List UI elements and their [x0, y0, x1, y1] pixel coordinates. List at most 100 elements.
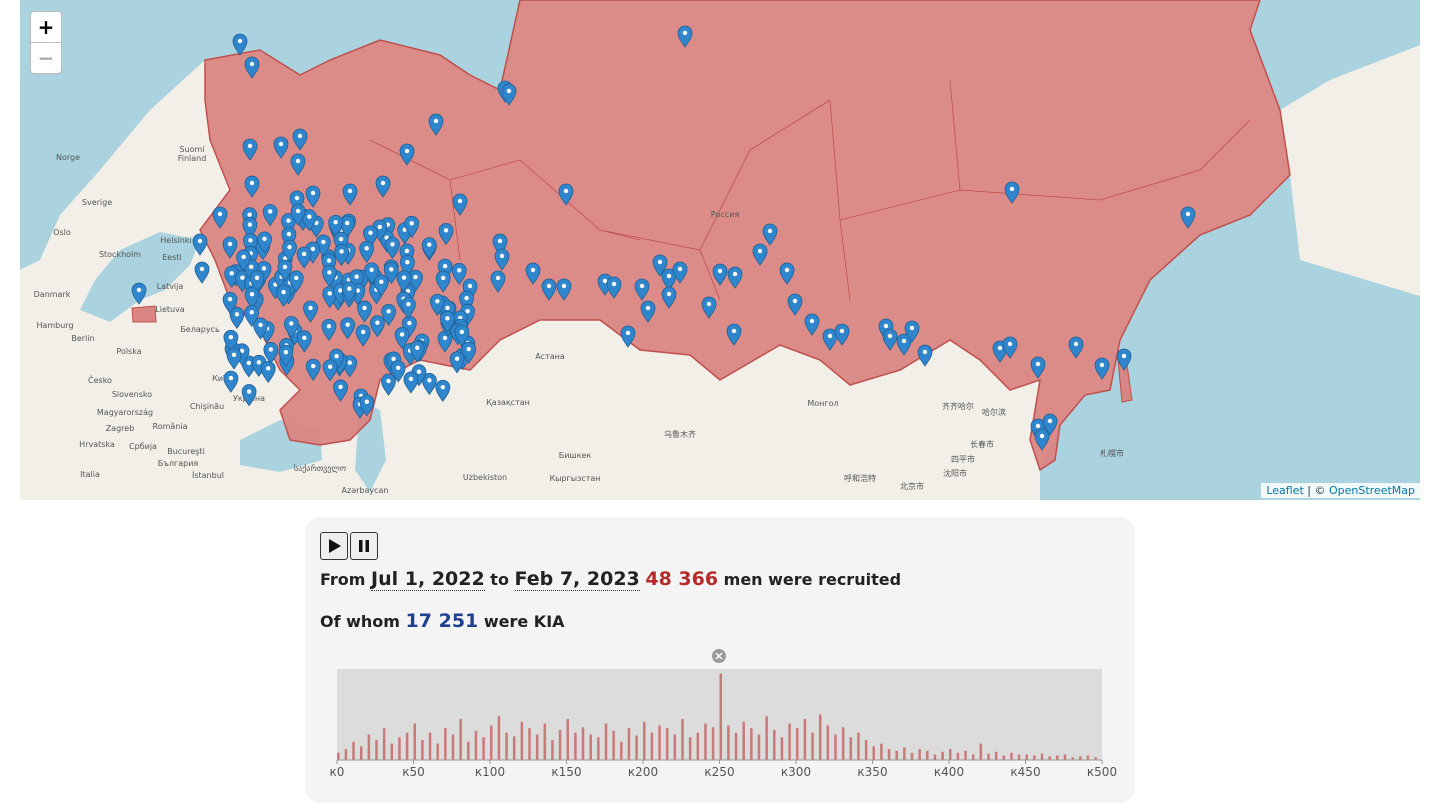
- map-marker[interactable]: [236, 249, 252, 272]
- map-marker[interactable]: [342, 183, 358, 206]
- map-marker[interactable]: [787, 293, 803, 316]
- map-marker[interactable]: [277, 259, 293, 282]
- map-marker[interactable]: [917, 344, 933, 367]
- zoom-out[interactable]: −: [30, 42, 62, 74]
- map-marker[interactable]: [672, 261, 688, 284]
- map-marker[interactable]: [409, 340, 425, 363]
- map-marker[interactable]: [896, 333, 912, 356]
- map-marker[interactable]: [194, 261, 210, 284]
- map-marker[interactable]: [779, 262, 795, 285]
- map-marker[interactable]: [321, 318, 337, 341]
- map-marker[interactable]: [541, 278, 557, 301]
- map-marker[interactable]: [305, 185, 321, 208]
- map-marker[interactable]: [276, 284, 291, 307]
- map-marker[interactable]: [1034, 428, 1050, 451]
- map-marker[interactable]: [762, 223, 778, 246]
- map-marker[interactable]: [288, 270, 304, 293]
- map-marker[interactable]: [677, 25, 693, 48]
- map-marker[interactable]: [1002, 336, 1018, 359]
- map-marker[interactable]: [328, 214, 344, 237]
- map-marker[interactable]: [262, 204, 278, 227]
- map-marker[interactable]: [339, 215, 355, 238]
- map-marker[interactable]: [283, 316, 299, 339]
- map-marker[interactable]: [1116, 348, 1132, 371]
- map-marker[interactable]: [385, 236, 400, 259]
- map-marker[interactable]: [244, 286, 260, 309]
- map-marker[interactable]: [273, 136, 289, 159]
- map-marker[interactable]: [652, 254, 668, 277]
- map-marker[interactable]: [253, 317, 268, 340]
- map-marker[interactable]: [359, 394, 375, 417]
- map-marker[interactable]: [381, 373, 396, 396]
- map-marker[interactable]: [296, 330, 312, 353]
- map-marker[interactable]: [223, 329, 239, 352]
- map-marker[interactable]: [640, 300, 656, 323]
- map-marker[interactable]: [394, 327, 410, 350]
- map-marker[interactable]: [882, 328, 898, 351]
- map-marker[interactable]: [1094, 357, 1110, 380]
- map-marker[interactable]: [375, 175, 391, 198]
- map-marker[interactable]: [822, 328, 838, 351]
- map-marker[interactable]: [226, 347, 242, 370]
- map-marker[interactable]: [449, 351, 465, 374]
- map-marker[interactable]: [359, 240, 375, 263]
- map-marker[interactable]: [438, 222, 454, 246]
- pause-button[interactable]: [350, 532, 378, 560]
- map-marker[interactable]: [340, 317, 356, 340]
- map-marker[interactable]: [752, 243, 768, 266]
- map-marker[interactable]: [701, 296, 717, 319]
- map-marker[interactable]: [404, 215, 420, 239]
- map-marker[interactable]: [1030, 356, 1046, 379]
- map-marker[interactable]: [232, 33, 248, 56]
- map-marker[interactable]: [241, 384, 257, 407]
- map-marker[interactable]: [435, 270, 451, 293]
- map-marker[interactable]: [620, 325, 636, 348]
- map-marker[interactable]: [726, 323, 742, 346]
- map-marker[interactable]: [249, 270, 265, 293]
- start-date[interactable]: Jul 1, 2022: [371, 568, 485, 591]
- map-marker[interactable]: [244, 175, 260, 198]
- map-marker[interactable]: [1042, 413, 1058, 436]
- map-marker[interactable]: [301, 209, 317, 232]
- map-marker[interactable]: [834, 323, 850, 346]
- map-marker[interactable]: [290, 153, 306, 176]
- map-marker[interactable]: [242, 138, 258, 161]
- map-marker[interactable]: [322, 359, 338, 382]
- map-marker[interactable]: [192, 233, 208, 256]
- map-marker[interactable]: [727, 266, 743, 289]
- map-marker[interactable]: [222, 236, 238, 259]
- map-marker[interactable]: [421, 237, 437, 260]
- map-marker[interactable]: [333, 379, 348, 402]
- map-marker[interactable]: [229, 306, 245, 329]
- map-marker[interactable]: [305, 358, 321, 381]
- zoom-in[interactable]: +: [30, 11, 62, 43]
- map-marker[interactable]: [440, 310, 455, 334]
- map-marker[interactable]: [804, 313, 820, 336]
- map-marker[interactable]: [364, 262, 380, 285]
- map-marker[interactable]: [381, 303, 397, 326]
- map-marker[interactable]: [296, 246, 312, 269]
- map-marker[interactable]: [661, 286, 677, 309]
- map-marker[interactable]: [212, 206, 228, 229]
- map-marker[interactable]: [403, 371, 419, 394]
- map-marker[interactable]: [490, 270, 506, 293]
- map-marker[interactable]: [396, 270, 412, 293]
- map-marker[interactable]: [634, 278, 650, 301]
- map-marker[interactable]: [355, 324, 371, 347]
- leaflet-link[interactable]: Leaflet: [1266, 484, 1304, 497]
- map[interactable]: Norge Suomi Finland Sverige Oslo Helsinki Stoc…: [20, 0, 1420, 500]
- map-marker[interactable]: [341, 281, 357, 304]
- map-marker[interactable]: [260, 360, 276, 384]
- map-marker[interactable]: [222, 291, 238, 314]
- map-marker[interactable]: [1068, 336, 1084, 359]
- map-marker[interactable]: [257, 231, 272, 254]
- map-marker[interactable]: [290, 203, 306, 226]
- map-marker[interactable]: [435, 379, 451, 402]
- map-marker[interactable]: [244, 304, 260, 327]
- map-marker[interactable]: [429, 293, 445, 316]
- map-marker[interactable]: [461, 341, 477, 364]
- map-marker[interactable]: [421, 372, 437, 396]
- map-marker[interactable]: [370, 315, 385, 338]
- map-marker[interactable]: [525, 262, 541, 285]
- map-marker[interactable]: [556, 278, 572, 301]
